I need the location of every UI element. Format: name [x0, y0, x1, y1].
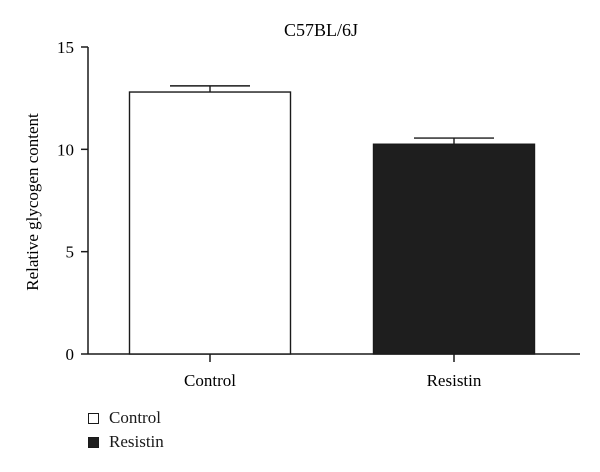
legend-item-resistin: Resistin	[88, 430, 164, 454]
y-tick-label: 5	[66, 243, 75, 262]
bar-control	[128, 91, 292, 355]
x-tick-label-control: Control	[184, 371, 236, 390]
legend-item-control: Control	[88, 406, 164, 430]
y-tick-label: 15	[57, 38, 74, 57]
legend-swatch-resistin	[88, 436, 99, 448]
chart-title: C57BL/6J	[284, 20, 358, 40]
x-tick-label-resistin: Resistin	[427, 371, 482, 390]
legend-label-resistin: Resistin	[109, 432, 164, 451]
bar-resistin	[372, 143, 536, 355]
legend-label-control: Control	[109, 408, 161, 427]
legend: Control Resistin	[88, 406, 164, 454]
y-axis-label: Relative glycogen content	[23, 113, 42, 291]
y-tick-label: 10	[57, 140, 74, 159]
bar-chart: C57BL/6J Relative glycogen content 0 5 10 1…	[23, 20, 580, 390]
y-tick-label: 0	[66, 345, 75, 364]
legend-swatch-control	[88, 412, 99, 424]
